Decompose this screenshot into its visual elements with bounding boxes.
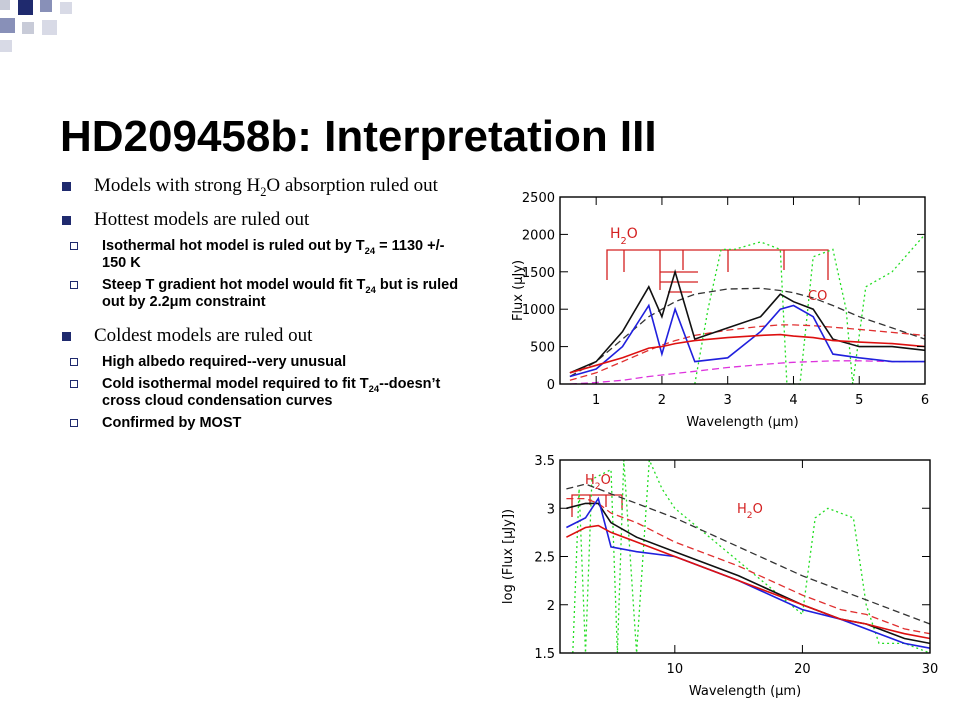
subscript: 24 <box>368 382 380 394</box>
line-series <box>566 524 931 640</box>
text: Isothermal hot model is ruled out by T <box>102 238 365 254</box>
x-tick-label: 4 <box>789 393 797 408</box>
chart: 10 20 30 1.5 2 2.5 3 3.5 Wavelength (μm) log (Flu… <box>501 454 938 699</box>
subscript: 2 <box>747 511 753 521</box>
line-series <box>572 459 931 654</box>
line-series <box>569 333 926 374</box>
x-tick-label: 6 <box>921 393 929 408</box>
plot-frame <box>559 459 931 654</box>
y-axis-label: Flux (μJy) <box>511 260 526 321</box>
line-series <box>569 287 926 378</box>
y-tick-label: 2.5 <box>534 551 555 566</box>
plot-frame <box>559 196 926 385</box>
y-tick-label: 1500 <box>522 266 555 281</box>
bullet-list: Models with strong H2O absorption ruled … <box>60 175 470 446</box>
text: Hottest models are ruled out <box>94 209 310 230</box>
line-series <box>566 483 931 625</box>
y-axis-label: log (Flux [μJy]) <box>501 509 516 604</box>
line-series <box>566 497 931 635</box>
subscript: 2 <box>260 184 267 199</box>
bullet: Hottest models are ruled out <box>60 209 470 231</box>
subscript: 24 <box>364 244 376 256</box>
text: High albedo required--very unusual <box>102 354 347 370</box>
x-tick-label: 2 <box>658 393 666 408</box>
line-series <box>569 360 925 385</box>
y-tick-label: 1000 <box>522 303 555 318</box>
text: Coldest models are ruled out <box>94 325 313 346</box>
text: Models with strong H <box>94 175 261 196</box>
line-series <box>569 268 926 374</box>
line-series <box>566 502 931 645</box>
bullet: Models with strong H2O absorption ruled … <box>60 175 470 199</box>
x-tick-label: 20 <box>794 662 811 677</box>
y-tick-label: 2 <box>547 599 555 614</box>
subscript: 24 <box>365 283 376 295</box>
sub-bullet: High albedo required--very unusual <box>60 354 470 371</box>
x-axis-label: Wavelength (μm) <box>689 684 801 699</box>
x-tick-label: 30 <box>922 662 939 677</box>
text: but is ruled out by 2.2μm constraint <box>102 277 459 310</box>
text: O <box>627 226 638 242</box>
subscript: 2 <box>595 482 601 492</box>
y-tick-label: 500 <box>530 341 555 356</box>
x-tick-label: 10 <box>667 662 684 677</box>
text: CO <box>808 289 827 304</box>
x-tick-label: 3 <box>724 393 732 408</box>
line-series <box>569 303 925 378</box>
text: O <box>753 502 763 517</box>
chart: 1 2 3 4 5 6 0 500 1000 1500 2000 2500 Wavelength (μm… <box>511 191 929 430</box>
y-tick-label: 1.5 <box>534 647 555 662</box>
sub-bullet: Steep T gradient hot model would fit T24… <box>60 277 470 311</box>
text: H <box>610 226 621 242</box>
x-axis-label: Wavelength (μm) <box>686 415 798 430</box>
y-tick-label: 3.5 <box>534 454 555 469</box>
text: --doesn’t cross cloud condensation curve… <box>102 376 441 409</box>
sub-bullet: Cold isothermal model required to fit T2… <box>60 376 470 410</box>
decoration <box>0 0 72 52</box>
annotation: H2O <box>737 502 763 521</box>
y-tick-label: 2500 <box>522 191 555 206</box>
subscript: 2 <box>621 236 627 247</box>
y-tick-label: 0 <box>547 378 555 393</box>
sub-bullet: Isothermal hot model is ruled out by T24… <box>60 238 470 272</box>
text: = 1130 +/- 150 K <box>102 238 445 271</box>
text: Confirmed by MOST <box>102 415 242 431</box>
text: Cold isothermal model required to fit T <box>102 376 369 392</box>
annotation: H2O <box>610 226 638 247</box>
line-series <box>569 324 926 381</box>
h2o-brackets <box>571 249 829 517</box>
x-tick-label: 1 <box>592 393 600 408</box>
annotation: CO <box>808 289 827 304</box>
annotation: H2O <box>585 473 611 492</box>
text: Steep T gradient hot model would fit T <box>102 277 366 293</box>
sub-bullet: Confirmed by MOST <box>60 415 470 432</box>
text: H <box>585 473 595 488</box>
bullet: Coldest models are ruled out <box>60 325 470 347</box>
text: O <box>601 473 611 488</box>
slide-title: HD209458b: Interpretation III <box>60 112 657 161</box>
text: O absorption ruled out <box>266 175 438 196</box>
y-tick-label: 2000 <box>522 228 555 243</box>
y-tick-label: 3 <box>547 502 555 517</box>
text: H <box>737 502 747 517</box>
x-tick-label: 5 <box>855 393 863 408</box>
